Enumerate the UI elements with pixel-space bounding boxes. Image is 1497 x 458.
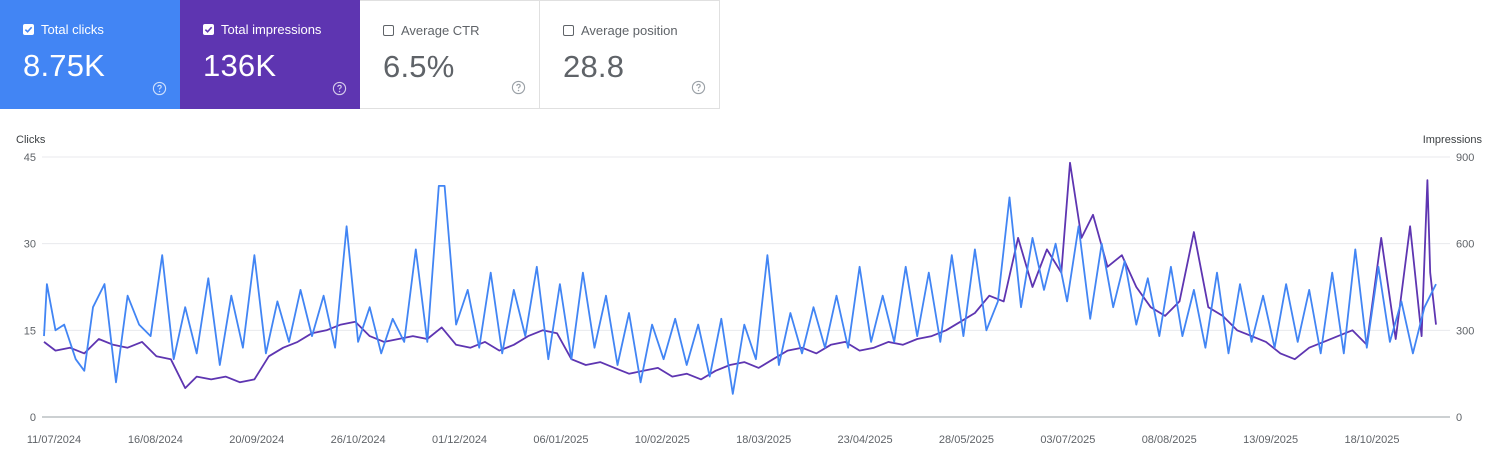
help-circle-icon[interactable] (152, 81, 167, 96)
x-tick-label: 06/01/2025 (533, 434, 588, 446)
x-tick-label: 23/04/2025 (838, 434, 893, 446)
average-ctr-header: Average CTR (383, 23, 480, 38)
average-position-header: Average position (563, 23, 678, 38)
x-tick-label: 03/07/2025 (1040, 434, 1095, 446)
checkbox-icon[interactable] (563, 25, 574, 36)
x-tick-label: 18/10/2025 (1344, 434, 1399, 446)
chart-series (43, 161, 1437, 395)
right-axis-ticks: 0 300 600 900 (1456, 152, 1474, 424)
left-tick-label: 15 (24, 325, 36, 337)
total-clicks-value: 8.75K (23, 48, 106, 83)
total-impressions-label: Total impressions (221, 22, 322, 37)
total-impressions-header: Total impressions (203, 22, 321, 37)
x-tick-label: 08/08/2025 (1142, 434, 1197, 446)
average-ctr-card[interactable]: Average CTR 6.5% (360, 0, 540, 109)
left-tick-label: 0 (30, 412, 36, 424)
help-circle-icon[interactable] (511, 80, 526, 95)
total-clicks-label: Total clicks (41, 22, 104, 37)
left-tick-label: 30 (24, 239, 36, 251)
x-tick-label: 13/09/2025 (1243, 434, 1298, 446)
x-axis-ticks: 11/07/2024 16/08/2024 20/09/2024 26/10/2024… (27, 434, 1400, 446)
metric-cards: Total clicks 8.75K Total impressions 136… (0, 0, 720, 109)
average-position-label: Average position (581, 23, 678, 38)
right-axis-title: Impressions (1423, 134, 1483, 146)
left-tick-label: 45 (24, 152, 36, 164)
checkbox-icon[interactable] (383, 25, 394, 36)
total-clicks-card[interactable]: Total clicks 8.75K (0, 0, 180, 109)
x-tick-label: 10/02/2025 (635, 434, 690, 446)
clicks-series-line (43, 185, 1437, 395)
right-tick-label: 600 (1456, 239, 1474, 251)
right-tick-label: 0 (1456, 412, 1462, 424)
total-impressions-card[interactable]: Total impressions 136K (180, 0, 360, 109)
x-tick-label: 28/05/2025 (939, 434, 994, 446)
left-axis-title: Clicks (16, 134, 46, 146)
help-circle-icon[interactable] (332, 81, 347, 96)
left-axis-ticks: 0 15 30 45 (24, 152, 36, 424)
checkbox-icon[interactable] (203, 24, 214, 35)
average-ctr-label: Average CTR (401, 23, 480, 38)
x-tick-label: 01/12/2024 (432, 434, 487, 446)
checkbox-icon[interactable] (23, 24, 34, 35)
x-tick-label: 16/08/2024 (128, 434, 183, 446)
total-impressions-value: 136K (203, 48, 277, 83)
average-position-value: 28.8 (563, 49, 625, 84)
x-tick-label: 18/03/2025 (736, 434, 791, 446)
right-tick-label: 900 (1456, 152, 1474, 164)
chart-svg: Clicks Impressions 0 15 30 45 0 300 600 900 11… (16, 134, 1483, 446)
average-position-card[interactable]: Average position 28.8 (540, 0, 720, 109)
x-tick-label: 26/10/2024 (331, 434, 386, 446)
average-ctr-value: 6.5% (383, 49, 455, 84)
x-tick-label: 11/07/2024 (27, 434, 81, 446)
performance-chart: Clicks Impressions 0 15 30 45 0 300 600 900 11… (0, 125, 1497, 453)
x-tick-label: 20/09/2024 (229, 434, 284, 446)
help-circle-icon[interactable] (691, 80, 706, 95)
impressions-series-line (43, 161, 1437, 390)
right-tick-label: 300 (1456, 325, 1474, 337)
total-clicks-header: Total clicks (23, 22, 104, 37)
